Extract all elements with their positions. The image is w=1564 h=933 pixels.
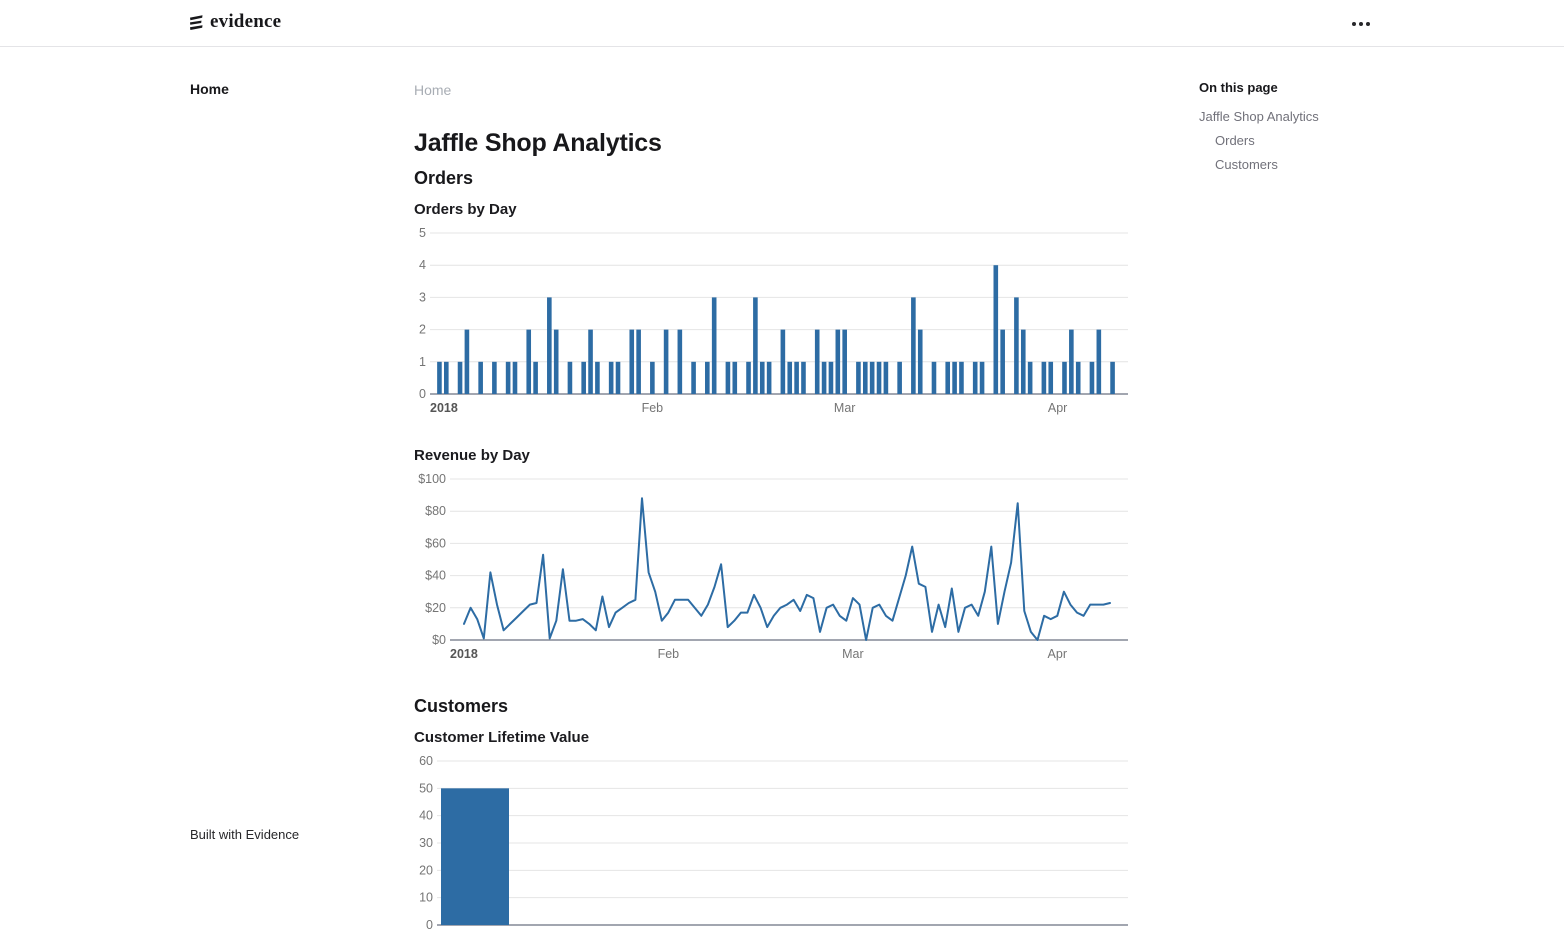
svg-text:$100: $100 [418,472,446,486]
svg-text:1: 1 [419,355,426,369]
svg-text:50: 50 [419,781,433,795]
revenue-by-day-chart[interactable]: $0 $20 $40 $60 $80 $100 2018 Feb Mar Apr [414,470,1128,670]
section-heading-customers: Customers [414,696,509,716]
customer-lifetime-value-chart[interactable]: 0 10 20 30 40 50 60 [414,753,1128,933]
svg-text:10: 10 [419,891,433,905]
svg-text:5: 5 [419,226,426,240]
page-title: Jaffle Shop Analytics [414,129,662,157]
toc-link-customers[interactable]: Customers [1215,157,1278,172]
toc-title: On this page [1199,80,1278,95]
svg-text:0: 0 [426,918,433,932]
app-header: evidence [0,0,1564,47]
evidence-logo-text: evidence [210,11,282,32]
svg-text:Mar: Mar [834,401,856,415]
orders-by-day-chart[interactable]: 0 1 2 3 4 5 2018 Feb Mar Apr [414,225,1128,425]
svg-text:$40: $40 [425,569,446,583]
main-content: Home Jaffle Shop Analytics Orders Orders… [414,0,1128,932]
section-heading-orders: Orders [414,168,474,188]
toc-link-orders[interactable]: Orders [1215,133,1255,148]
svg-text:Apr: Apr [1048,401,1067,415]
svg-text:$20: $20 [425,601,446,615]
svg-text:$80: $80 [425,504,446,518]
svg-text:Feb: Feb [642,401,664,415]
svg-text:Mar: Mar [842,647,864,661]
chart-title-customer-lifetime-value: Customer Lifetime Value [414,729,590,746]
svg-text:0: 0 [419,387,426,401]
svg-text:30: 30 [419,836,433,850]
svg-text:$0: $0 [432,633,446,647]
toc-link-jaffle-shop-analytics[interactable]: Jaffle Shop Analytics [1199,109,1319,124]
svg-text:3: 3 [419,290,426,304]
breadcrumb[interactable]: Home [414,82,452,98]
svg-text:4: 4 [419,258,426,272]
svg-text:Feb: Feb [658,647,680,661]
svg-text:$60: $60 [425,536,446,550]
svg-text:60: 60 [419,754,433,768]
svg-text:2: 2 [419,323,426,337]
svg-text:20: 20 [419,863,433,877]
built-with-evidence-link[interactable]: Built with Evidence [190,827,300,842]
chart-title-orders-by-day: Orders by Day [414,201,517,218]
svg-text:Apr: Apr [1048,647,1067,661]
svg-text:2018: 2018 [430,401,458,415]
ellipsis-menu-icon[interactable] [1347,14,1375,34]
svg-text:40: 40 [419,809,433,823]
evidence-logo[interactable]: evidence [189,11,281,33]
chart-title-revenue-by-day: Revenue by Day [414,447,530,464]
svg-text:2018: 2018 [450,647,478,661]
evidence-logo-icon [189,14,204,31]
sidebar-item-home[interactable]: Home [190,81,229,97]
on-this-page-panel: On this page Jaffle Shop Analytics Order… [1199,80,1419,181]
